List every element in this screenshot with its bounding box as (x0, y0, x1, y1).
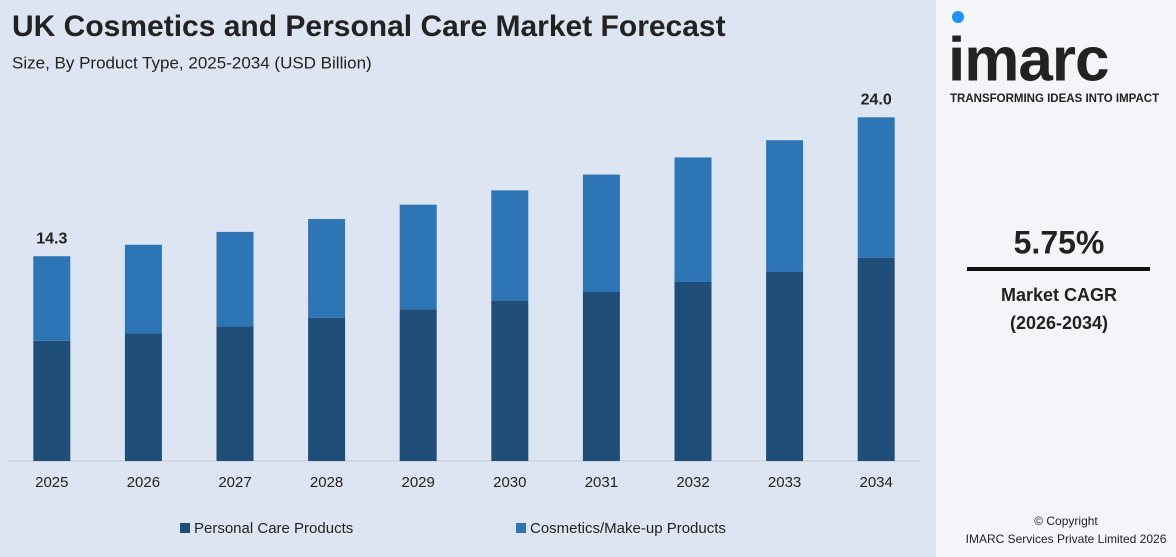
bar-segment (216, 231, 254, 327)
total-label: 24.0 (861, 92, 892, 109)
bar-segment (216, 326, 254, 461)
x-tick-label: 2033 (768, 474, 801, 491)
x-tick-label: 2027 (218, 474, 251, 491)
bar-segment (674, 157, 712, 282)
bar-segment (33, 340, 71, 461)
bar-segment (857, 117, 895, 258)
bar-segment (582, 292, 620, 461)
cagr-value: 5.75% (1014, 224, 1105, 260)
bar-segment (674, 282, 712, 461)
x-tick-label: 2026 (127, 474, 160, 491)
bar-segment (582, 174, 620, 293)
cagr-label: Market CAGR (1001, 285, 1117, 305)
logo: imarc (948, 25, 1108, 94)
bar-segment (33, 256, 71, 341)
x-tick-label: 2031 (585, 474, 618, 491)
x-tick-label: 2034 (860, 474, 893, 491)
x-tick-label: 2030 (493, 474, 526, 491)
sidebar-background (936, 0, 1176, 557)
bar-segment (308, 317, 346, 461)
bar-segment (491, 190, 529, 301)
x-tick-label: 2032 (676, 474, 709, 491)
bar-segment (491, 300, 529, 461)
cagr-divider (967, 267, 1150, 271)
x-tick-label: 2028 (310, 474, 343, 491)
company: IMARC Services Private Limited 2026 (966, 532, 1167, 546)
bar-segment (399, 204, 437, 310)
tagline: TRANSFORMING IDEAS INTO IMPACT (950, 93, 1159, 105)
bar-segment (766, 140, 804, 272)
legend-swatch (516, 523, 526, 533)
bar-segment (308, 218, 346, 318)
bar-segment (399, 309, 437, 461)
bar-segment (124, 244, 162, 334)
total-label: 14.3 (36, 230, 67, 247)
legend-label: Personal Care Products (194, 520, 353, 537)
bar-segment (124, 333, 162, 461)
x-tick-label: 2029 (402, 474, 435, 491)
cagr-period: (2026-2034) (1010, 313, 1108, 333)
copyright: © Copyright (1034, 514, 1098, 528)
chart-title: UK Cosmetics and Personal Care Market Fo… (12, 10, 726, 43)
legend-swatch (180, 523, 190, 533)
chart-subtitle: Size, By Product Type, 2025-2034 (USD Bi… (12, 53, 372, 72)
legend-label: Cosmetics/Make-up Products (530, 520, 726, 537)
bar-segment (857, 257, 895, 461)
x-tick-label: 2025 (35, 474, 68, 491)
logo-dot (952, 11, 964, 23)
bar-segment (766, 271, 804, 461)
